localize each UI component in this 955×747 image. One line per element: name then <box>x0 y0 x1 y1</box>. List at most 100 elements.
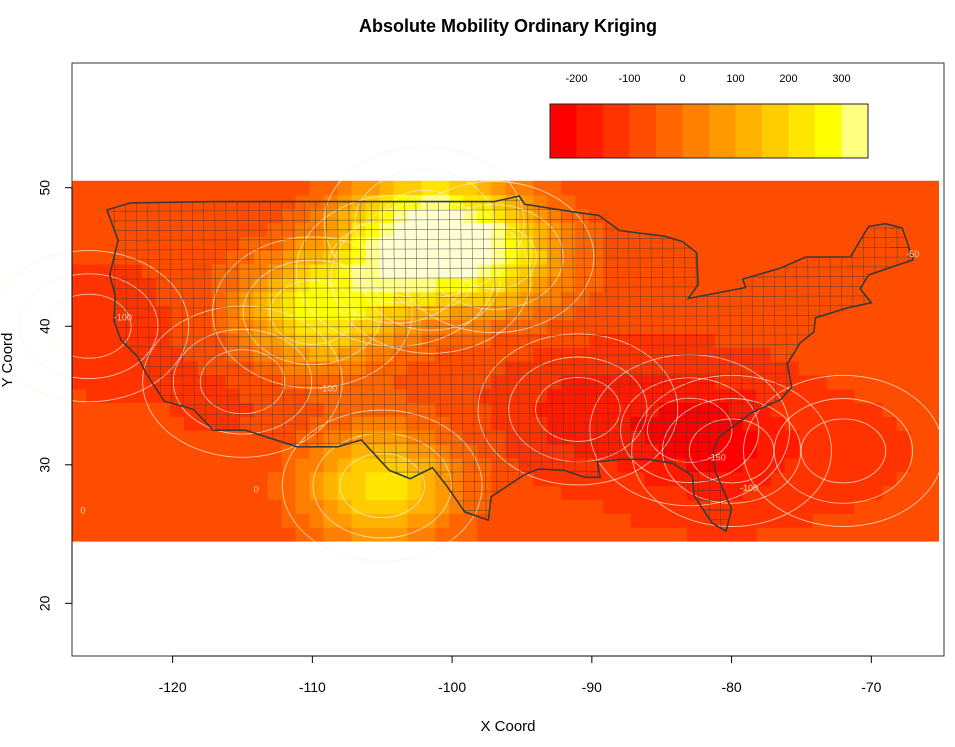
heat-cell <box>798 263 814 279</box>
heat-cell <box>854 333 870 348</box>
heat-cell <box>672 430 688 445</box>
heat-cell <box>575 388 590 404</box>
heat-cell <box>910 236 926 251</box>
heat-cell <box>477 236 492 251</box>
heat-cell <box>547 291 562 307</box>
heat-cell <box>812 485 828 501</box>
heat-cell <box>155 527 171 542</box>
heat-cell <box>924 527 939 542</box>
heat-cell <box>631 374 646 390</box>
heat-cell <box>798 499 814 514</box>
heat-cell <box>239 499 255 514</box>
heat-cell <box>896 305 912 320</box>
heat-cell <box>742 527 758 542</box>
heat-cell <box>491 430 506 445</box>
heat-cell <box>784 333 800 348</box>
heat-cell <box>113 485 129 501</box>
heat-cell <box>868 208 884 223</box>
heat-cell <box>714 263 730 279</box>
heat-cell <box>603 444 618 459</box>
heat-cell <box>267 291 283 307</box>
heat-cell <box>225 263 241 279</box>
heat-cell <box>72 319 87 334</box>
heat-cell <box>756 222 772 237</box>
heat-cell <box>658 347 674 362</box>
heat-cell <box>882 430 898 445</box>
heat-cell <box>351 444 367 459</box>
heat-cell <box>896 194 912 210</box>
heat-cell <box>868 347 884 362</box>
heat-cell <box>589 513 604 528</box>
heat-cell <box>72 360 87 376</box>
heat-cell <box>72 250 87 265</box>
heat-cell <box>239 374 255 390</box>
heat-cell <box>323 180 339 196</box>
heat-cell <box>477 457 492 473</box>
heat-cell <box>924 347 939 362</box>
heat-cell <box>449 333 464 348</box>
heat-cell <box>686 250 702 265</box>
heat-cell <box>910 277 926 293</box>
heat-cell <box>127 319 143 334</box>
heat-cell <box>253 416 269 431</box>
heat-cell <box>742 180 758 196</box>
heat-cell <box>896 360 912 376</box>
heat-cell <box>197 485 213 501</box>
heat-cell <box>309 444 325 459</box>
heat-cell <box>169 236 185 251</box>
heat-cell <box>183 222 199 237</box>
heat-cell <box>575 277 590 293</box>
heat-cell <box>924 374 939 390</box>
heat-cell <box>882 513 898 528</box>
heat-cell <box>505 360 520 376</box>
heat-cell <box>784 236 800 251</box>
heat-cell <box>155 513 171 528</box>
heat-cell <box>603 291 618 307</box>
heat-cell <box>407 513 422 528</box>
heat-cell <box>267 319 283 334</box>
heat-cell <box>505 471 520 487</box>
heat-cell <box>728 305 744 320</box>
heat-cell <box>742 499 758 514</box>
heat-cell <box>169 388 185 404</box>
x-axis-label: X Coord <box>480 718 535 735</box>
heat-cell <box>197 319 213 334</box>
heat-cell <box>561 471 576 487</box>
heat-cell <box>798 305 814 320</box>
heat-cell <box>421 527 436 542</box>
heat-cell <box>183 430 199 445</box>
heat-cell <box>547 222 562 237</box>
heat-cell <box>309 485 325 501</box>
heat-cell <box>575 374 590 390</box>
heat-cell <box>225 360 241 376</box>
contour-line <box>451 224 537 290</box>
heat-cell <box>267 236 283 251</box>
heat-cell <box>728 222 744 237</box>
heat-cell <box>784 457 800 473</box>
heat-cell <box>127 180 143 196</box>
heat-cell <box>99 374 115 390</box>
heat-cell <box>477 291 492 307</box>
y-axis-label: Y Coord <box>0 333 16 388</box>
heat-cell <box>99 416 115 431</box>
heat-cell <box>519 180 534 196</box>
heat-cell <box>840 180 856 196</box>
heat-cell <box>225 236 241 251</box>
heat-cell <box>463 263 478 279</box>
heat-cell <box>686 374 702 390</box>
heat-cell <box>365 430 381 445</box>
heat-cell <box>756 291 772 307</box>
heat-cell <box>421 180 436 196</box>
heat-cell <box>561 319 576 334</box>
heat-cell <box>365 499 381 514</box>
heat-cell <box>770 485 786 501</box>
heat-cell <box>169 360 185 376</box>
heat-cell <box>309 305 325 320</box>
heat-cell <box>896 499 912 514</box>
heat-cell <box>812 402 828 417</box>
heat-cell <box>826 471 842 487</box>
heat-cell <box>435 180 450 196</box>
heat-cell <box>728 347 744 362</box>
heat-cell <box>714 194 730 210</box>
heat-cell <box>393 250 408 265</box>
